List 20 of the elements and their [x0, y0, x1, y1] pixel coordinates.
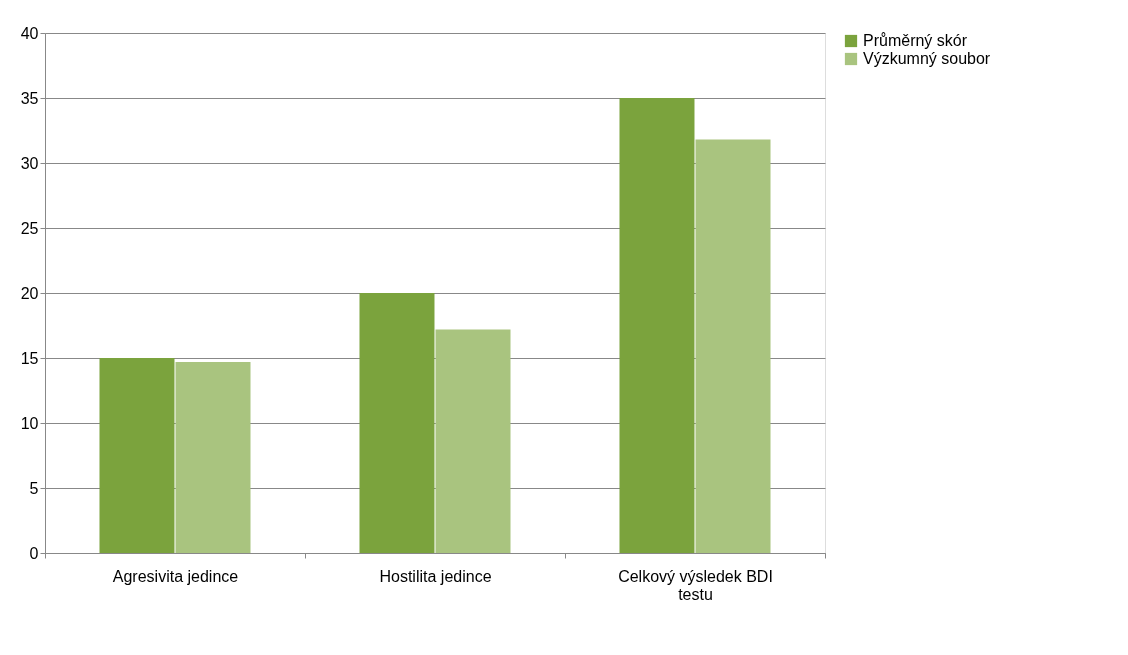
- y-tick-label: 40: [20, 24, 39, 42]
- y-tick-label: 10: [20, 414, 39, 432]
- bar: [99, 358, 175, 553]
- y-tick-label: 25: [20, 219, 39, 237]
- y-tick-label: 35: [20, 89, 39, 107]
- bar: [695, 139, 771, 553]
- y-tick-label: 30: [20, 154, 39, 172]
- bar: [175, 361, 251, 553]
- legend-label: Výzkumný soubor: [863, 50, 991, 67]
- x-tick-label: Celkový výsledek BDI testu: [618, 567, 773, 603]
- y-tick-label: 5: [29, 479, 39, 497]
- bar: [359, 293, 435, 553]
- bar: [619, 98, 695, 553]
- legend-label: Průměrný skór: [863, 32, 968, 49]
- x-tick-label: Agresivita jedince: [112, 567, 239, 585]
- bar: [435, 329, 511, 553]
- y-tick-label: 15: [20, 349, 39, 367]
- y-tick-label: 20: [20, 284, 39, 302]
- x-tick-label: Hostilita jedince: [379, 567, 492, 585]
- y-tick-label: 0: [29, 544, 39, 562]
